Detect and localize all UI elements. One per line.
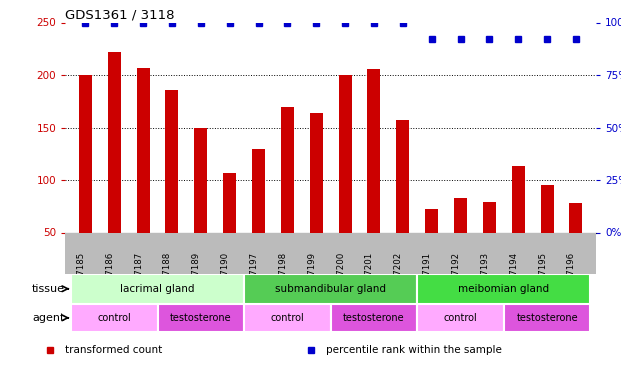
Bar — [108, 52, 120, 232]
Bar — [483, 202, 496, 232]
Bar — [252, 148, 265, 232]
Bar — [512, 166, 525, 232]
Bar — [244, 274, 417, 304]
Bar — [281, 106, 294, 232]
Text: GDS1361 / 3118: GDS1361 / 3118 — [65, 8, 175, 21]
Text: control: control — [271, 313, 304, 323]
Text: percentile rank within the sample: percentile rank within the sample — [326, 345, 502, 355]
Bar — [417, 304, 504, 332]
Text: testosterone: testosterone — [516, 313, 578, 323]
Text: submandibular gland: submandibular gland — [275, 284, 386, 294]
Bar — [338, 75, 351, 232]
Text: meibomian gland: meibomian gland — [458, 284, 550, 294]
Bar — [396, 120, 409, 232]
Text: agent: agent — [32, 313, 65, 323]
Bar — [194, 128, 207, 232]
Bar — [137, 68, 150, 232]
Bar — [71, 274, 244, 304]
Bar — [454, 198, 467, 232]
Bar — [158, 304, 244, 332]
Bar — [223, 172, 236, 232]
Bar — [504, 304, 591, 332]
Bar — [310, 113, 323, 232]
Text: testosterone: testosterone — [170, 313, 232, 323]
Text: control: control — [97, 313, 131, 323]
Text: control: control — [443, 313, 478, 323]
Bar — [368, 69, 381, 232]
Text: testosterone: testosterone — [343, 313, 405, 323]
Bar — [541, 185, 553, 232]
Text: lacrimal gland: lacrimal gland — [120, 284, 195, 294]
Bar — [330, 304, 417, 332]
Bar — [71, 304, 158, 332]
Bar — [79, 75, 92, 232]
Bar — [165, 90, 178, 232]
Bar — [244, 304, 330, 332]
Text: transformed count: transformed count — [65, 345, 163, 355]
Bar — [425, 209, 438, 232]
Bar — [417, 274, 591, 304]
Bar — [569, 203, 582, 232]
Text: tissue: tissue — [32, 284, 65, 294]
